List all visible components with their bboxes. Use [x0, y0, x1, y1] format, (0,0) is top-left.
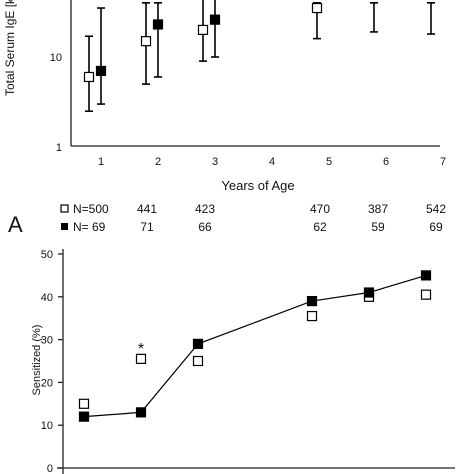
significance-asterisk: *	[138, 341, 144, 358]
bottom-y-tick-label: 30	[41, 335, 53, 347]
top-x-tick-label: 6	[383, 156, 389, 168]
top-x-tick-labels: 1 2 3 4 5 6 7	[98, 156, 446, 168]
top-data-marks	[83, 0, 435, 112]
n-legend-open-square	[60, 204, 69, 213]
top-y-tick-label: 10	[50, 52, 62, 64]
n-table-value: 423	[195, 202, 215, 216]
bottom-open-square-point	[78, 398, 90, 409]
top-filled-square-point	[209, 14, 221, 25]
n-table-value: 470	[310, 202, 330, 216]
n-table-value: 387	[368, 202, 388, 216]
n-table-value: 441	[137, 202, 157, 216]
bottom-open-square-point	[192, 355, 204, 367]
n-table-value: 59	[371, 220, 385, 234]
top-x-tick-label: 7	[440, 156, 446, 168]
n-table-cells: 441 423 470 387 542 71 66 62 59 69	[137, 202, 446, 234]
bottom-y-tick-label: 0	[47, 463, 53, 474]
top-x-tick-label: 1	[98, 156, 104, 168]
n-table: N=500 N= 69 441 423 470 387 542 71 66 62 59 69	[60, 202, 446, 234]
top-filled-square-point	[95, 65, 107, 77]
bottom-chart: Sensitized (%) 0 10 20 30 40 50 *	[31, 249, 455, 474]
top-x-tick-label: 4	[269, 156, 275, 168]
bottom-open-square-point	[420, 289, 432, 300]
bottom-y-tick-label: 40	[41, 292, 53, 304]
top-y-axis-label: Total Serum IgE [k	[3, 0, 17, 96]
n-table-value: 69	[429, 220, 443, 234]
top-y-tick-labels: 1 10	[50, 52, 62, 154]
top-open-square-point	[311, 2, 323, 14]
bottom-y-tick-label: 20	[41, 377, 53, 389]
bottom-data-marks: *	[78, 270, 432, 422]
bottom-filled-square-point	[363, 287, 375, 298]
top-x-tick-label: 3	[212, 156, 218, 168]
bottom-y-tick-label: 10	[41, 420, 53, 432]
bottom-filled-square-point	[306, 295, 318, 307]
bottom-filled-square-point	[192, 338, 204, 349]
bottom-open-square-point	[306, 310, 318, 322]
n-table-value: 62	[313, 220, 327, 234]
n-row-1-label: N=500	[73, 202, 109, 216]
top-y-tick-label: 1	[56, 142, 62, 154]
bottom-y-axis-label: Sensitized (%)	[31, 325, 43, 396]
bottom-open-square-point	[135, 353, 147, 364]
bottom-filled-square-point	[135, 407, 147, 418]
top-x-axis-label: Years of Age	[221, 178, 294, 193]
top-filled-square-point	[152, 19, 164, 30]
n-row-2-label: N= 69	[73, 220, 106, 234]
bottom-y-tick-label: 50	[41, 249, 53, 261]
top-chart: Total Serum IgE [k 1 10 1 2 3 4 5 6 7 Years of …	[3, 0, 446, 193]
n-legend-filled-square	[61, 223, 68, 230]
bottom-y-ticks: 0 10 20 30 40 50	[41, 249, 63, 474]
bottom-filled-square-point	[78, 411, 90, 422]
top-open-square-point	[140, 36, 152, 47]
bottom-filled-square-point	[420, 270, 432, 281]
n-table-value: 542	[426, 202, 446, 216]
n-table-value: 71	[140, 220, 154, 234]
top-x-tick-label: 5	[326, 156, 332, 168]
n-table-value: 66	[198, 220, 212, 234]
bottom-connecting-line	[83, 274, 427, 418]
panel-label: A	[8, 212, 23, 237]
top-open-square-point	[197, 24, 209, 36]
top-open-square-point	[83, 71, 95, 83]
top-x-tick-label: 2	[155, 156, 161, 168]
